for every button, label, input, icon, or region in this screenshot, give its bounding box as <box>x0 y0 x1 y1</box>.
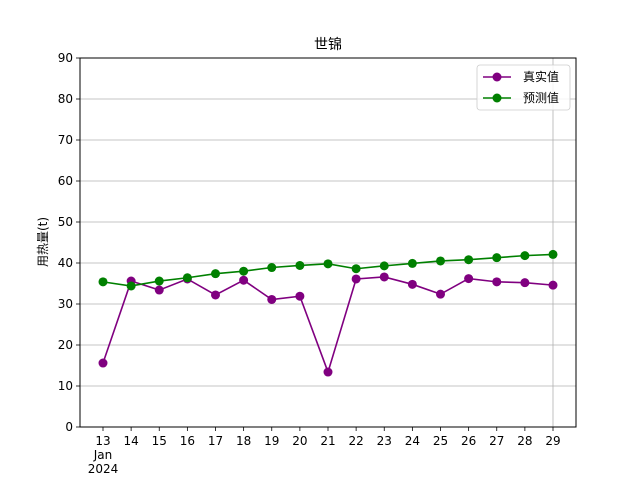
data-point-series-1 <box>436 289 445 299</box>
data-point-series-2 <box>126 281 136 291</box>
data-point-series-1 <box>239 275 249 285</box>
x-tick-label: 19 <box>264 434 279 448</box>
x-tick-label: 24 <box>405 434 420 448</box>
data-point-series-1 <box>379 272 389 282</box>
data-point-series-1 <box>323 367 333 377</box>
y-axis: 0 10 20 30 40 50 60 70 80 90 <box>58 51 80 434</box>
x-tick-label: 15 <box>152 434 167 448</box>
data-point-series-2 <box>154 276 164 286</box>
y-tick-label: 70 <box>58 133 73 147</box>
data-point-series-1 <box>267 294 277 304</box>
x-tick-label: 27 <box>489 434 504 448</box>
data-point-series-1 <box>351 274 361 284</box>
data-point-series-2 <box>492 253 502 263</box>
y-tick-label: 90 <box>58 51 73 65</box>
legend-marker-2 <box>492 93 502 103</box>
x-tick-label: 25 <box>433 434 448 448</box>
x-date-sublabel: Jan <box>93 448 113 462</box>
y-tick-label: 0 <box>65 420 73 434</box>
x-tick-label: 14 <box>123 434 138 448</box>
data-point-series-2 <box>239 266 249 276</box>
data-point-series-1 <box>211 290 220 300</box>
y-tick-label: 80 <box>58 92 73 106</box>
data-point-series-2 <box>464 255 474 265</box>
x-tick-label: 17 <box>208 434 223 448</box>
y-tick-label: 20 <box>58 338 73 352</box>
data-point-series-1 <box>492 277 502 287</box>
data-point-series-1 <box>154 285 164 295</box>
data-point-series-2 <box>520 251 530 261</box>
x-tick-label: 28 <box>517 434 532 448</box>
data-point-series-2 <box>323 259 333 269</box>
legend-label-2: 预测值 <box>523 90 559 105</box>
data-point-series-2 <box>211 269 220 279</box>
data-point-series-2 <box>98 277 108 287</box>
data-point-series-2 <box>379 261 389 271</box>
y-tick-label: 30 <box>58 297 73 311</box>
data-point-series-2 <box>436 256 445 266</box>
data-point-series-2 <box>351 264 361 274</box>
data-point-series-1 <box>520 278 530 288</box>
data-point-series-2 <box>548 249 558 259</box>
data-point-series-1 <box>464 274 474 284</box>
data-point-series-1 <box>548 280 558 290</box>
x-tick-label: 23 <box>377 434 392 448</box>
series-group <box>98 249 558 377</box>
legend-label-1: 真实值 <box>523 69 559 84</box>
x-tick-label: 29 <box>545 434 560 448</box>
chart-title: 世锦 <box>314 36 342 53</box>
x-date-sublabel: 2024 <box>88 462 119 476</box>
data-point-series-2 <box>267 263 277 273</box>
data-point-series-2 <box>182 273 192 283</box>
data-point-series-2 <box>295 260 305 270</box>
x-tick-label: 26 <box>461 434 476 448</box>
grid-lines <box>80 58 576 427</box>
y-tick-label: 50 <box>58 215 73 229</box>
y-tick-label: 60 <box>58 174 73 188</box>
x-tick-label: 21 <box>320 434 335 448</box>
y-tick-label: 10 <box>58 379 73 393</box>
data-point-series-1 <box>407 279 417 289</box>
x-tick-label: 13 <box>95 434 110 448</box>
data-point-series-2 <box>407 258 417 268</box>
x-axis: 13 14 15 16 17 18 19 20 21 22 23 24 25 26 27 28 29 Jan202… <box>88 427 561 476</box>
x-tick-label: 16 <box>180 434 195 448</box>
legend-marker-1 <box>492 72 502 82</box>
x-tick-label: 18 <box>236 434 251 448</box>
data-point-series-1 <box>295 291 305 301</box>
x-tick-label: 20 <box>292 434 307 448</box>
data-point-series-1 <box>98 358 108 368</box>
x-tick-label: 22 <box>348 434 363 448</box>
y-axis-label: 用热量(t) <box>36 217 50 267</box>
series-line-1 <box>102 276 554 375</box>
y-tick-label: 40 <box>58 256 73 270</box>
